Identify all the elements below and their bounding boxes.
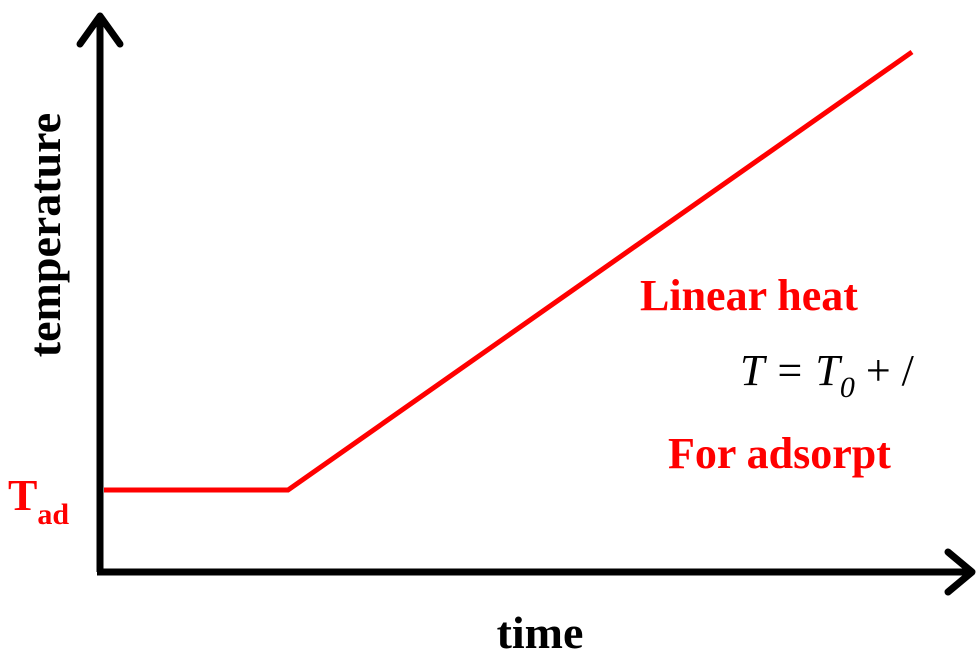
start-label: Tad — [8, 471, 69, 531]
note: For adsorpt — [668, 429, 891, 478]
temperature-program — [104, 49, 914, 493]
x-axis-label: time — [497, 607, 584, 658]
heading: Linear heat — [640, 271, 858, 320]
equation: T = T0 + / — [740, 346, 915, 404]
y-axis-label: temperature — [19, 113, 70, 357]
y-axis-arrow — [76, 12, 124, 48]
x-axis-arrow — [944, 548, 976, 596]
